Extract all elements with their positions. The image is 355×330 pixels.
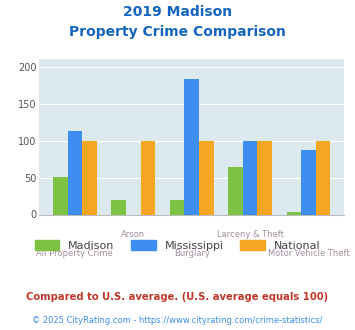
Text: Arson: Arson <box>121 230 145 239</box>
Text: Compared to U.S. average. (U.S. average equals 100): Compared to U.S. average. (U.S. average … <box>26 292 329 302</box>
Bar <box>82 141 97 214</box>
Text: Motor Vehicle Theft: Motor Vehicle Theft <box>268 248 349 258</box>
Legend: Madison, Mississippi, National: Madison, Mississippi, National <box>30 236 325 255</box>
Text: 2019 Madison: 2019 Madison <box>123 5 232 19</box>
Text: © 2025 CityRating.com - https://www.cityrating.com/crime-statistics/: © 2025 CityRating.com - https://www.city… <box>32 316 323 325</box>
Bar <box>316 141 331 214</box>
Bar <box>184 79 199 214</box>
Text: Larceny & Theft: Larceny & Theft <box>217 230 284 239</box>
Text: All Property Crime: All Property Crime <box>37 248 113 258</box>
Bar <box>243 141 257 214</box>
Text: Burglary: Burglary <box>174 248 210 258</box>
Bar <box>141 141 155 214</box>
Bar <box>53 177 67 215</box>
Bar <box>111 200 126 215</box>
Bar <box>257 141 272 214</box>
Bar <box>199 141 214 214</box>
Bar <box>301 150 316 214</box>
Bar <box>170 200 184 215</box>
Bar <box>286 212 301 214</box>
Bar <box>67 131 82 214</box>
Text: Property Crime Comparison: Property Crime Comparison <box>69 25 286 39</box>
Bar <box>228 167 243 214</box>
